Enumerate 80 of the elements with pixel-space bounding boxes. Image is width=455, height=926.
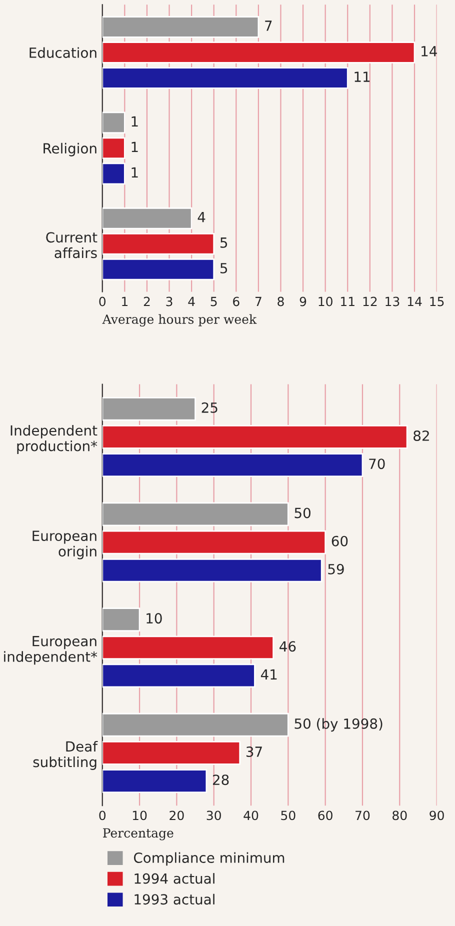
data-label: 4 (198, 212, 206, 222)
legend-label: Compliance minimum (134, 852, 284, 866)
y-tick-label: European origin (32, 530, 96, 560)
bar (102, 232, 215, 255)
data-label: 50 (294, 508, 310, 518)
x-tick-label: 20 (170, 810, 184, 820)
y-tick-label: European independent* (4, 636, 98, 665)
x-tick-label: 8 (278, 296, 284, 306)
bar (102, 558, 322, 582)
data-label: 37 (246, 746, 262, 757)
x-tick-label: 3 (166, 296, 172, 306)
x-tick-label: 10 (318, 296, 332, 306)
data-label: 50 (by 1998) (294, 718, 382, 732)
bar (102, 636, 274, 660)
data-label: 59 (328, 564, 344, 574)
bar (102, 530, 326, 554)
bar (102, 162, 126, 185)
data-label: 46 (280, 641, 296, 652)
data-label: 14 (422, 46, 437, 56)
x-tick-label: 2 (144, 296, 150, 306)
legend-label: 1994 actual (134, 873, 214, 884)
bar (102, 712, 289, 737)
data-label: 7 (265, 20, 272, 31)
bar (102, 502, 289, 526)
y-tick-label: Education (30, 47, 96, 58)
x-axis-title: Percentage (103, 828, 174, 840)
x-axis-title: Average hours per week (102, 314, 257, 326)
x-tick-label: 70 (356, 810, 370, 820)
bar (102, 67, 348, 89)
bar (102, 396, 196, 421)
x-tick-label: 13 (386, 296, 400, 306)
y-tick-label: Religion (44, 142, 96, 156)
x-tick-label: 12 (363, 296, 377, 306)
bar (102, 425, 408, 449)
data-label: 25 (202, 402, 218, 413)
y-tick-label: Deaf subtitling (33, 740, 98, 770)
x-tick-label: 0 (99, 296, 106, 306)
x-tick-label: 80 (392, 810, 407, 820)
data-label: 60 (332, 536, 348, 546)
x-tick-label: 90 (430, 810, 444, 820)
bar (102, 112, 126, 134)
bar (102, 769, 208, 793)
data-label: 11 (354, 72, 370, 82)
data-label: 5 (220, 263, 228, 274)
x-tick-label: 5 (210, 296, 217, 306)
data-label: 10 (146, 613, 162, 624)
x-tick-label: 0 (99, 810, 106, 820)
data-label: 1 (132, 116, 138, 126)
x-tick-label: 7 (255, 296, 262, 306)
data-label: 70 (369, 458, 385, 470)
data-label: 82 (414, 430, 429, 441)
data-label: 28 (212, 774, 229, 786)
bar (102, 258, 215, 280)
x-tick-label: 4 (188, 296, 195, 306)
x-tick-label: 1 (122, 296, 128, 306)
bar (102, 453, 364, 477)
legend-label: 1993 actual (134, 894, 214, 905)
bar (102, 741, 241, 765)
bar (102, 42, 416, 64)
x-tick-label: 40 (244, 810, 258, 820)
y-tick-label: Current affairs (46, 232, 98, 258)
bar (102, 137, 126, 160)
x-tick-label: 15 (430, 296, 444, 306)
x-tick-label: 11 (341, 296, 354, 306)
data-label: 41 (260, 669, 277, 680)
data-label: 1 (132, 142, 138, 152)
data-label: 5 (220, 238, 228, 248)
bar (102, 207, 192, 230)
data-label: 1 (132, 167, 138, 178)
x-tick-label: 50 (281, 810, 296, 820)
bar (102, 608, 140, 632)
x-tick-label: 60 (318, 810, 332, 820)
y-tick-label: Independent production* (10, 424, 98, 454)
x-tick-label: 14 (408, 296, 422, 306)
x-tick-label: 6 (233, 296, 240, 306)
x-tick-label: 30 (206, 810, 221, 820)
x-tick-label: 10 (132, 810, 147, 820)
bar (102, 16, 260, 38)
bar (102, 664, 256, 688)
x-tick-label: 9 (300, 296, 306, 306)
